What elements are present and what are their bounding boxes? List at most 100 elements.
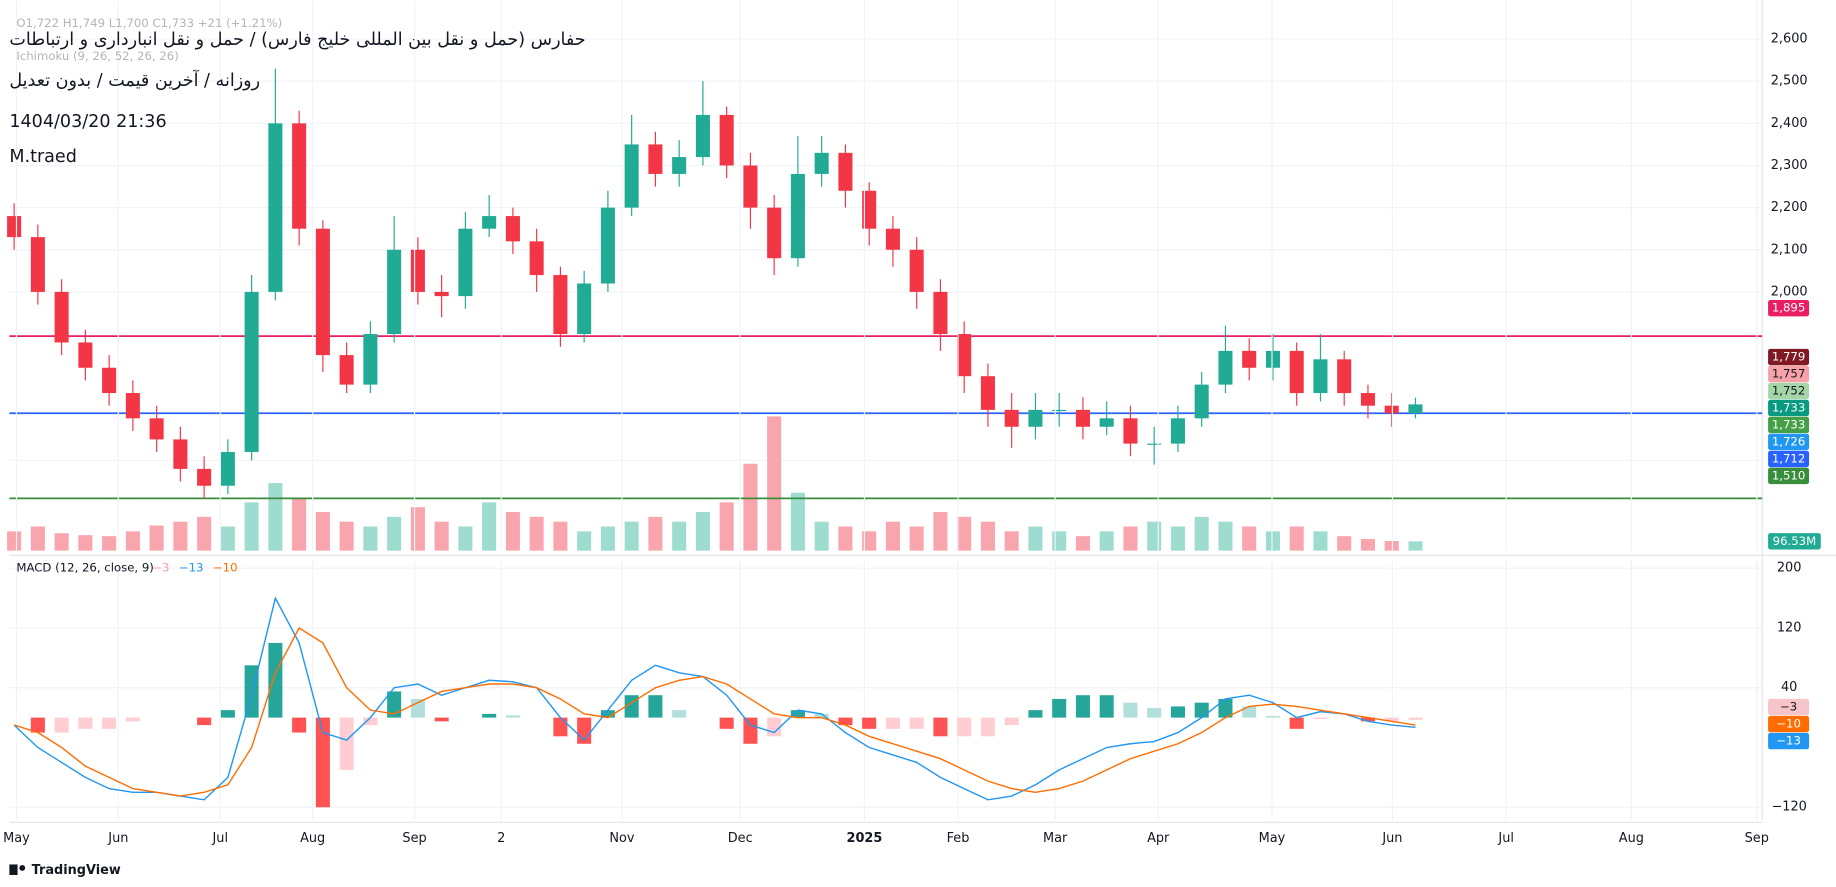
candle-body: [814, 152, 829, 174]
volume-bar: [1289, 526, 1304, 551]
price-tag: [1768, 382, 1810, 400]
histogram-bar: [220, 710, 235, 718]
price-tag: [1768, 416, 1810, 434]
volume-bar: [1194, 516, 1209, 551]
histogram-bar: [743, 717, 758, 744]
y-tick-label: 2,600: [1771, 32, 1808, 47]
candle-body: [1313, 359, 1328, 394]
signal-line: [13, 626, 1416, 797]
volume-bar: [54, 533, 69, 551]
volume-bar: [387, 516, 402, 551]
price-tag-label: 1,733: [1772, 417, 1805, 431]
candle-body: [197, 468, 212, 486]
candle-body: [743, 165, 758, 208]
price-tag: [1768, 348, 1810, 366]
volume-bar: [1337, 536, 1352, 551]
candle-body: [1052, 409, 1067, 412]
candle-body: [909, 249, 924, 292]
candle-body: [719, 114, 734, 166]
histogram-bar: [102, 717, 117, 729]
volume-bar: [125, 531, 140, 551]
price-tag-label: 1,895: [1772, 301, 1805, 315]
price-tag-label: 1,510: [1772, 468, 1805, 482]
price-tag: [1768, 732, 1810, 750]
x-tick-label: Jun: [1381, 831, 1402, 846]
histogram-bar: [125, 717, 140, 722]
histogram-bar: [1408, 717, 1423, 720]
candle-body: [387, 249, 402, 335]
candle-body: [1099, 418, 1114, 427]
candle-body: [458, 228, 473, 297]
histogram-bar: [672, 710, 687, 718]
candle-body: [885, 228, 900, 250]
price-tag: [1768, 365, 1810, 383]
volume-bar: [577, 531, 592, 551]
volume-bar: [244, 502, 259, 551]
volume-bar: [1052, 531, 1067, 551]
legend-value: −10: [213, 561, 238, 575]
histogram-bar: [600, 710, 615, 718]
candle-body: [7, 216, 22, 238]
price-tag-label: 1,712: [1772, 451, 1805, 465]
price-tag-label: 1,757: [1772, 367, 1805, 381]
volume-bar: [1099, 531, 1114, 551]
histogram-bar: [1360, 717, 1375, 722]
candle-body: [102, 367, 117, 394]
volume-bar: [980, 521, 995, 551]
x-tick-label: Feb: [947, 831, 970, 846]
x-tick-label: Jul: [1497, 831, 1514, 846]
volume-bar: [767, 416, 782, 551]
candle-body: [577, 283, 592, 335]
price-tag: [1768, 299, 1810, 317]
histogram-bar: [315, 717, 330, 808]
candle-body: [862, 190, 877, 229]
volume-bar: [553, 521, 568, 551]
candle-body: [767, 207, 782, 259]
candle-body: [1147, 443, 1162, 445]
plot-area: [7, 0, 1763, 820]
x-tick-label: Aug: [300, 831, 325, 846]
histogram-bar: [1004, 717, 1019, 726]
candle-body: [933, 291, 948, 335]
histogram-bar: [1242, 706, 1257, 718]
price-tag-label: 1,752: [1772, 383, 1805, 397]
candle-body: [790, 173, 805, 259]
timestamp: 1404/03/20 21:36: [9, 112, 166, 132]
x-tick-label: May: [3, 831, 30, 846]
candle-body: [268, 123, 283, 292]
candle-body: [600, 207, 615, 284]
histogram-bar: [1289, 717, 1304, 729]
candle-body: [1289, 350, 1304, 394]
y-tick-label: 40: [1781, 680, 1797, 695]
histogram-bar: [482, 713, 497, 718]
volume-bar: [1360, 539, 1375, 551]
candle-body: [410, 249, 425, 292]
volume-tag: [1768, 533, 1821, 550]
volume-bar: [957, 516, 972, 551]
volume-bar: [1123, 526, 1138, 551]
candle-body: [482, 216, 497, 229]
histogram-bar: [648, 695, 663, 718]
x-tick-label: Aug: [1619, 831, 1644, 846]
candle-body: [1075, 409, 1090, 427]
volume-bar: [624, 521, 639, 551]
volume-bar: [363, 526, 378, 551]
candle-body: [695, 114, 710, 158]
chart-subtitle: روزانه / آخرین قیمت / بدون تعدیل: [9, 69, 260, 91]
candle-body: [553, 275, 568, 335]
y-tick-label: 2,100: [1771, 242, 1808, 257]
histogram-bar: [387, 691, 402, 718]
chart-title: حفارس (حمل و نقل بین المللی خلیج فارس) /…: [9, 30, 585, 50]
volume-bar: [1313, 531, 1328, 551]
candle-body: [672, 157, 687, 174]
volume-bar: [434, 521, 449, 551]
volume-bar: [339, 521, 354, 551]
volume-bar: [790, 492, 805, 551]
histogram-bar: [78, 717, 93, 729]
candle-body: [30, 237, 45, 292]
price-tag-label: −13: [1776, 734, 1801, 748]
candle-body: [1004, 409, 1019, 427]
histogram-bar: [410, 698, 425, 718]
price-tag: [1768, 467, 1810, 485]
candle-body: [339, 355, 354, 385]
